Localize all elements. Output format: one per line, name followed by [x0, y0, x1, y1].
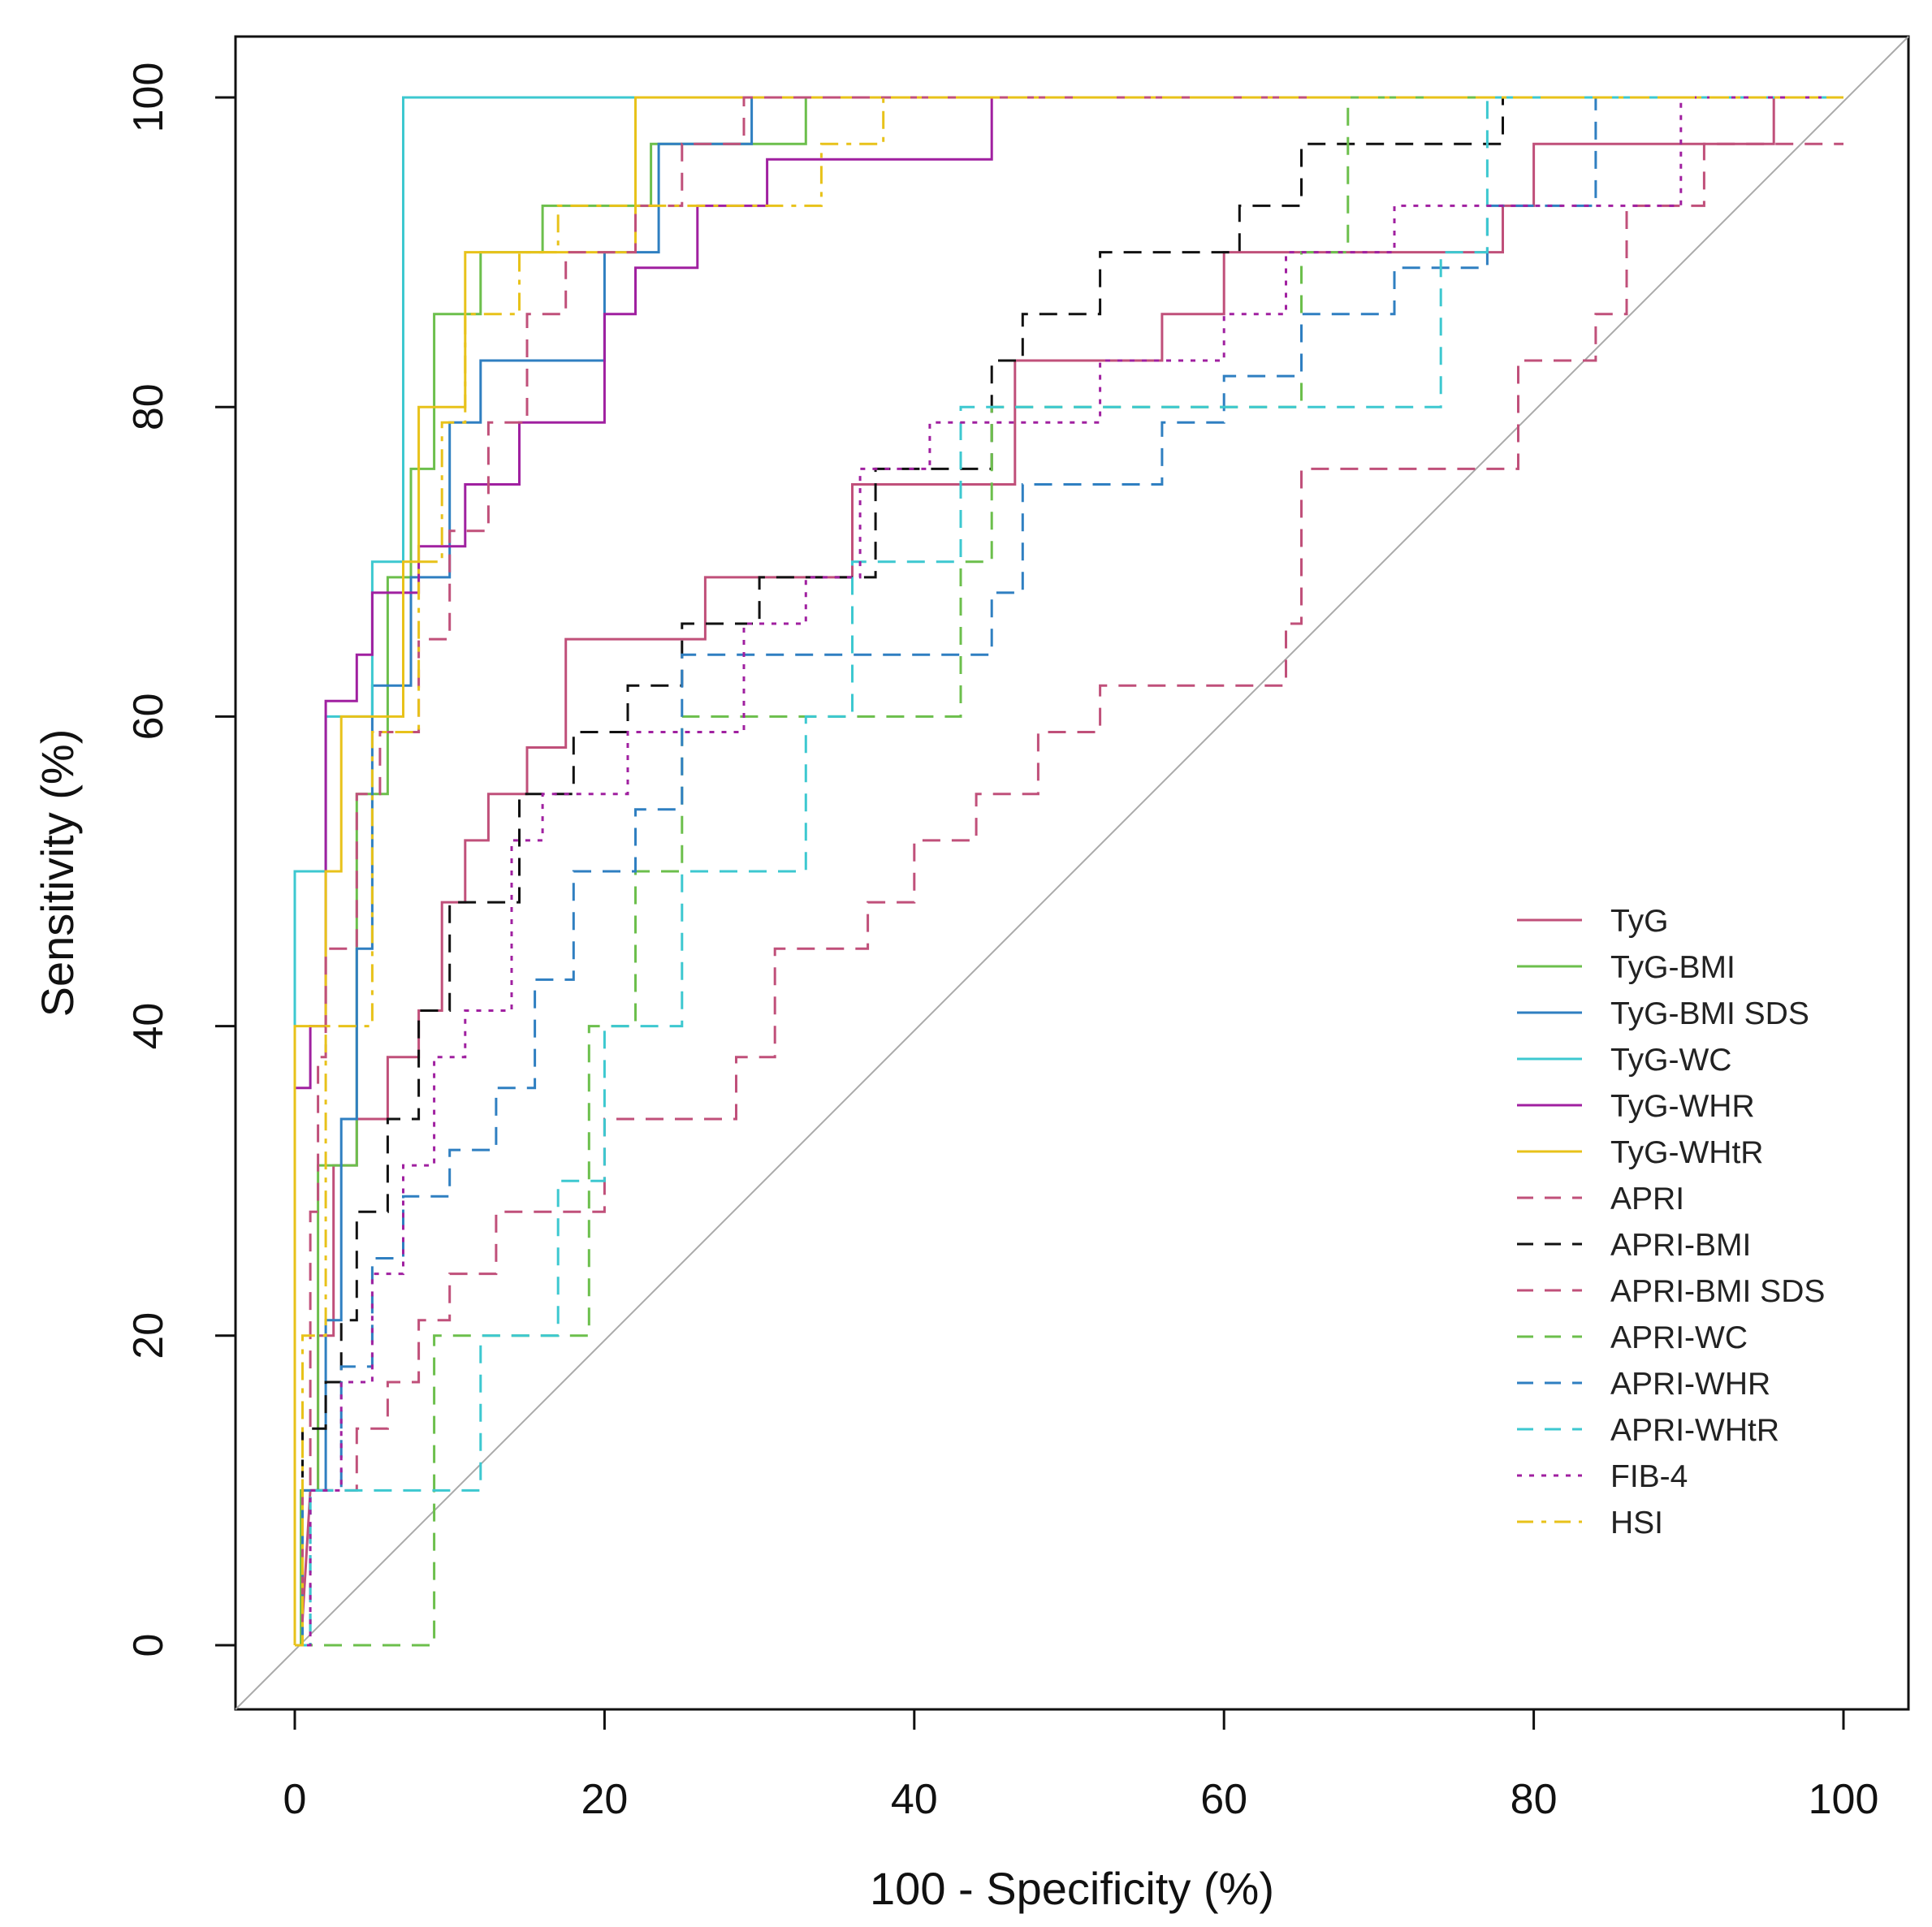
y-tick-label: 60 [125, 693, 172, 740]
legend-label: APRI-WHtR [1610, 1413, 1779, 1448]
y-axis: 0 20 40 60 80 100 [125, 63, 237, 1657]
y-tick-label: 20 [125, 1312, 172, 1359]
series-line-apri [295, 96, 1843, 1647]
legend-label: TyG-BMI [1610, 950, 1735, 985]
y-tick-label: 0 [125, 1634, 172, 1657]
legend-label: APRI-BMI [1610, 1228, 1751, 1263]
x-tick-label: 0 [283, 1776, 307, 1823]
series-line-hsi [295, 96, 1843, 1647]
legend-label: TyG-WHtR [1610, 1135, 1763, 1170]
y-axis-title: Sensitivity (%) [32, 729, 83, 1018]
legend-label: HSI [1610, 1506, 1663, 1540]
legend-label: APRI-WC [1610, 1320, 1748, 1355]
legend-label: APRI [1610, 1182, 1684, 1216]
legend: TyG TyG-BMI TyG-BMI SDS TyG-WC TyG-WHR TyG-WH… [1517, 904, 1825, 1540]
series-line-apri-whr [295, 96, 1843, 1647]
x-tick-label: 20 [581, 1776, 628, 1823]
x-tick-label: 40 [891, 1776, 938, 1823]
legend-label: TyG-WC [1610, 1043, 1731, 1078]
legend-label: TyG-WHR [1610, 1089, 1755, 1124]
y-tick-label: 80 [125, 383, 172, 430]
series-line-apri-whtr [295, 96, 1843, 1647]
series-line-apri-bmi [295, 96, 1843, 1647]
x-tick-label: 100 [1809, 1776, 1879, 1823]
series-line-tyg-bmi-sds [295, 96, 1843, 1647]
y-tick-label: 40 [125, 1003, 172, 1050]
x-tick-label: 60 [1200, 1776, 1247, 1823]
y-tick-label: 100 [125, 63, 172, 133]
legend-label: APRI-BMI SDS [1610, 1274, 1825, 1309]
series-line-apri-bmi-sds [295, 142, 1843, 1647]
legend-label: TyG [1610, 904, 1669, 939]
series-line-apri-wc [295, 96, 1843, 1647]
series-layer [293, 96, 1843, 1647]
legend-label: APRI-WHR [1610, 1367, 1770, 1402]
x-tick-label: 80 [1511, 1776, 1558, 1823]
legend-label: FIB-4 [1610, 1459, 1688, 1494]
reference-diagonal [235, 36, 1909, 1710]
x-axis-title: 100 - Specificity (%) [870, 1863, 1274, 1914]
x-axis: 0 20 40 60 80 100 [283, 1708, 1879, 1823]
legend-label: TyG-BMI SDS [1610, 996, 1809, 1031]
series-line-fib-4 [295, 96, 1843, 1647]
